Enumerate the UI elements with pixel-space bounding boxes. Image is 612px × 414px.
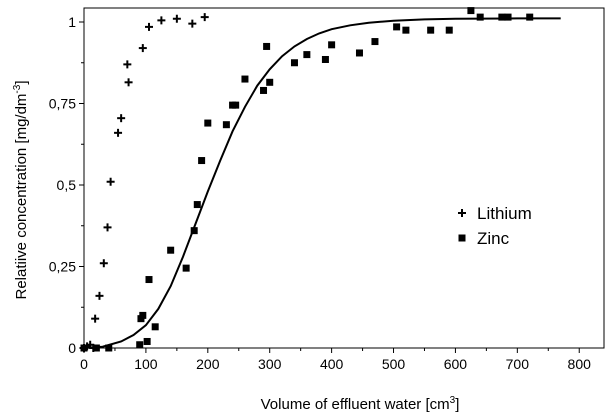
lithium-point	[117, 114, 126, 123]
zinc-point	[136, 341, 144, 349]
x-tick-label: 400	[320, 356, 344, 372]
zinc-point	[241, 75, 249, 83]
lithium-point	[99, 259, 108, 268]
zinc-point	[198, 157, 206, 165]
zinc-point	[445, 26, 453, 34]
y-axis-label: Relatiive concentration [mg/dm-3]	[12, 80, 30, 299]
zinc-point	[328, 41, 336, 49]
y-axis-label-end: ]	[13, 80, 30, 84]
x-tick-label: 100	[134, 356, 158, 372]
zinc-point	[355, 49, 363, 57]
zinc-point	[80, 344, 88, 352]
legend-marker-lithium	[458, 209, 466, 217]
x-tick-label: 0	[80, 356, 88, 372]
legend-marker-zinc	[458, 234, 466, 242]
x-axis-label: Volume of effluent water [cm3]	[261, 395, 460, 413]
lithium-point	[172, 14, 181, 23]
zinc-point	[190, 227, 198, 235]
zinc-fit-curve	[83, 17, 561, 349]
zinc-point	[526, 13, 534, 21]
lithium-point	[103, 223, 112, 232]
lithium-point	[106, 177, 115, 186]
x-tick-label: 300	[258, 356, 282, 372]
y-tick-label: 0,25	[49, 259, 76, 275]
x-tick-label: 700	[506, 356, 530, 372]
legend-label-zinc: Zinc	[477, 229, 510, 248]
lithium-point	[123, 60, 132, 69]
zinc-point	[476, 13, 484, 21]
y-tick-label: 0	[68, 340, 76, 356]
zinc-point	[303, 51, 311, 59]
zinc-point	[139, 311, 147, 319]
lithium-point	[95, 291, 104, 300]
x-tick-label: 800	[568, 356, 592, 372]
fit-curve-group	[83, 17, 561, 349]
y-tick-label: 1	[68, 14, 76, 30]
x-tick-label: 200	[196, 356, 220, 372]
x-tick-label: 500	[382, 356, 406, 372]
y-tick-label: 0,5	[57, 177, 77, 193]
lithium-point	[200, 13, 209, 22]
zinc-point	[145, 276, 153, 284]
y-axis-label-main: Relatiive concentration [mg/dm	[13, 94, 30, 300]
x-tick-label: 600	[444, 356, 468, 372]
lithium-point	[138, 44, 147, 53]
zinc-point	[105, 344, 113, 352]
plot-frame	[83, 7, 605, 349]
lithium-point	[188, 19, 197, 28]
lithium-point	[157, 16, 166, 25]
y-axis-label-superscript: -3	[12, 84, 23, 93]
lithium-point	[124, 78, 133, 87]
zinc-point	[266, 78, 274, 86]
zinc-point	[232, 101, 240, 109]
zinc-point	[467, 7, 475, 15]
zinc-point	[193, 201, 201, 209]
zinc-point	[427, 26, 435, 34]
zinc-point	[371, 38, 379, 46]
data-points	[80, 7, 534, 352]
axes: 0 100 200 300 400 500 600 700 800 0 0,25 0,5 0,75 1	[49, 7, 605, 372]
zinc-point	[182, 264, 190, 272]
zinc-point	[167, 246, 175, 254]
zinc-point	[402, 26, 410, 34]
zinc-point	[504, 13, 512, 21]
zinc-point	[204, 119, 212, 127]
zinc-point	[263, 42, 271, 50]
zinc-point	[260, 86, 268, 94]
x-axis-label-main: Volume of effluent water [cm	[261, 396, 450, 413]
zinc-point	[143, 337, 151, 345]
zinc-point	[321, 55, 329, 63]
legend: Lithium Zinc	[458, 204, 532, 248]
zinc-point	[151, 323, 159, 331]
y-tick-label: 0,75	[49, 96, 76, 112]
lithium-point	[114, 128, 123, 137]
lithium-point	[91, 314, 100, 323]
legend-label-lithium: Lithium	[477, 204, 532, 223]
zinc-point	[393, 23, 401, 31]
zinc-point	[222, 121, 230, 129]
lithium-point	[145, 22, 153, 31]
x-axis-label-superscript: 3	[450, 395, 456, 406]
zinc-point	[290, 59, 298, 67]
zinc-point	[92, 344, 100, 352]
zinc-point	[498, 13, 506, 21]
x-axis-label-end: ]	[455, 396, 459, 413]
